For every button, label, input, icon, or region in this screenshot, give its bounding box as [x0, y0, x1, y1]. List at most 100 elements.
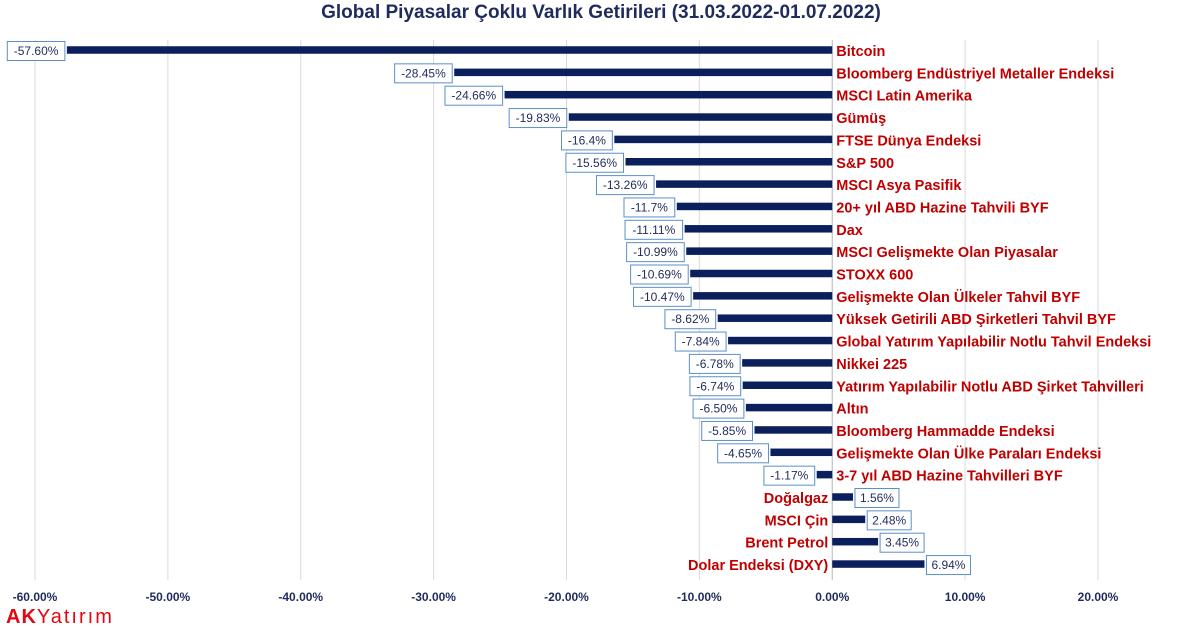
x-tick-label: 10.00% [945, 590, 986, 604]
value-label: -10.99% [633, 245, 678, 259]
value-label: -6.74% [696, 379, 734, 393]
bar [454, 68, 833, 77]
bar [625, 158, 833, 166]
value-label-box [674, 331, 727, 352]
bar [676, 202, 833, 211]
value-label-box [866, 510, 912, 531]
bar [686, 247, 833, 255]
category-label: MSCI Çin [765, 513, 829, 529]
value-label: -5.85% [708, 424, 746, 438]
bar [614, 135, 833, 144]
category-label: Doğalgaz [764, 491, 828, 507]
value-label-box [624, 219, 684, 240]
value-label-box [688, 353, 741, 374]
value-label-box [701, 420, 754, 441]
value-label-box [6, 41, 66, 61]
bar [656, 180, 833, 188]
value-label: -11.7% [631, 200, 668, 214]
category-label: Yatırım Yapılabilir Notlu ABD Şirket Tah… [836, 379, 1144, 395]
category-label: Bitcoin [836, 44, 885, 60]
value-label-box [879, 532, 925, 553]
x-tick-label: 20.00% [1078, 590, 1119, 604]
category-labels: Bitcoin Bloomberg Endüstriyel Metaller En… [688, 44, 1151, 574]
bars [66, 46, 925, 568]
value-label: -19.83% [516, 111, 561, 125]
bar [832, 493, 853, 501]
value-label-box [565, 152, 624, 173]
grid-lines [34, 40, 1099, 580]
bar [684, 225, 833, 233]
bar [742, 359, 833, 367]
category-label: Gelişmekte Olan Ülke Paraları Endeksi [836, 445, 1101, 462]
value-label-box [626, 242, 685, 263]
value-label-box [854, 488, 900, 508]
category-label: Yüksek Getirili ABD Şirketleri Tahvil BY… [836, 312, 1116, 328]
value-label-box [595, 175, 655, 196]
value-label: -24.66% [451, 89, 496, 103]
value-label: -16.4% [568, 133, 606, 147]
chart-title: Global Piyasalar Çoklu Varlık Getirileri… [321, 2, 881, 23]
value-label: -28.45% [401, 66, 446, 80]
value-label: -1.17% [770, 469, 808, 483]
category-label: Global Yatırım Yapılabilir Notlu Tahvil … [836, 335, 1151, 351]
value-label: -6.50% [699, 402, 737, 416]
value-label: -7.84% [682, 335, 720, 349]
value-label: 6.94% [931, 558, 965, 572]
value-label-box [444, 85, 504, 106]
bar [690, 269, 833, 278]
x-tick-label: 0.00% [815, 590, 849, 604]
category-label: MSCI Latin Amerika [836, 89, 973, 105]
x-tick-label: -50.00% [146, 590, 191, 604]
value-label-box [925, 555, 971, 576]
category-label: MSCI Asya Pasifik [836, 178, 962, 194]
category-label: Brent Petrol [745, 536, 828, 552]
value-label-box [630, 264, 689, 285]
value-label: -11.11% [632, 223, 675, 237]
category-label: STOXX 600 [836, 268, 913, 284]
category-label: S&P 500 [836, 156, 894, 172]
category-label: MSCI Gelişmekte Olan Piyasalar [836, 245, 1058, 261]
value-label-box [689, 376, 742, 397]
logo-text-yatirim: Yatırım [36, 606, 114, 628]
bar [832, 537, 879, 546]
category-label: Gelişmekte Olan Ülkeler Tahvil BYF [836, 289, 1080, 306]
x-tick-label: -60.00% [13, 590, 58, 604]
value-label: -4.65% [724, 446, 762, 460]
value-label: -6.78% [696, 357, 734, 371]
value-labels: -57.60% -28.45% -24.66% -19.83% -16.4% -15.56… [6, 41, 971, 576]
x-tick-label: -20.00% [544, 590, 589, 604]
x-tick-label: -30.00% [411, 590, 456, 604]
bar [568, 113, 833, 121]
bar [728, 336, 833, 345]
value-label: 2.48% [872, 513, 906, 527]
category-label: 20+ yıl ABD Hazine Tahvili BYF [836, 200, 1048, 216]
category-label: Altın [836, 402, 868, 418]
category-label: 3-7 yıl ABD Hazine Tahvilleri BYF [836, 469, 1063, 485]
category-label: Dolar Endeksi (DXY) [688, 558, 828, 574]
value-label-box [717, 443, 769, 464]
value-label-box [623, 197, 676, 218]
bar [832, 515, 866, 524]
bar [816, 470, 833, 479]
logo-text-ak: AK [6, 606, 37, 628]
value-label: -57.60% [14, 44, 59, 58]
value-label-box [394, 63, 453, 84]
bar [770, 448, 833, 457]
x-tick-label: -10.00% [677, 590, 722, 604]
value-label: -10.47% [640, 290, 685, 304]
value-label: -8.62% [671, 312, 709, 326]
value-label-box [633, 286, 692, 307]
bar [693, 292, 833, 300]
bar [742, 381, 833, 389]
category-label: Nikkei 225 [836, 357, 907, 373]
bar [745, 403, 833, 412]
bar [754, 426, 833, 434]
value-label: -15.56% [572, 156, 617, 170]
value-label: -13.26% [603, 178, 648, 192]
bar [832, 560, 925, 568]
bar [66, 46, 833, 54]
value-label-box [561, 130, 613, 151]
bar [717, 314, 833, 322]
x-axis-tick-labels: -60.00% -50.00% -40.00% -30.00% -20.00% -10.0… [13, 590, 1119, 604]
